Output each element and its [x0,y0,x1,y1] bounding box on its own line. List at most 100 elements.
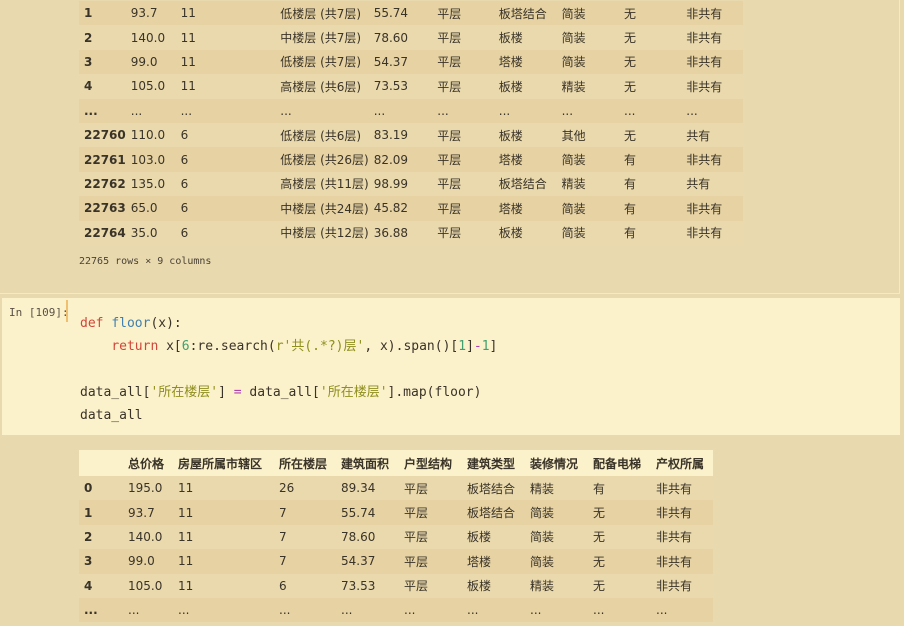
table-cell: ... [279,603,291,618]
row-index: 22762 [84,176,126,191]
table-cell: 无 [624,6,637,21]
table-cell: 板楼 [498,226,523,241]
table-cell: 塔楼 [498,55,523,70]
table-row: 22760 110.0 6 低楼层 (共6层) 83.19 平层 板楼 其他 无 共有 [79,122,743,148]
table-cell: 78.60 [373,30,409,45]
table-cell: 6 [180,176,189,191]
table-cell: 54.37 [373,54,409,69]
table-cell: 板楼 [498,128,523,143]
table-cell: 平层 [404,554,429,569]
row-index: 22761 [84,152,126,167]
table-cell: 11 [180,30,196,45]
table-row: .............................. [79,98,743,123]
table-cell: 共有 [686,128,711,143]
row-index: 3 [84,54,93,69]
table-header-row: 总价格 房屋所属市辖区 所在楼层 建筑面积 户型结构 建筑类型 装修情况 配备电梯 产权所属 [79,450,713,476]
table-cell: 共有 [686,177,711,192]
code-editor[interactable]: def floor(x): return x[6:re.search(r'共(.… [80,312,497,427]
table-cell: 低楼层 (共26层) [280,153,369,168]
row-index: ... [84,103,98,118]
table-cell: 103.0 [130,152,166,167]
table-cell: 简装 [561,153,586,168]
table-cell: ... [373,103,386,118]
table-cell: 140.0 [128,529,163,544]
column-header: 总价格 [123,450,173,476]
table-row: 22763 65.0 6 中楼层 (共24层) 45.82 平层 塔楼 简装 有 非共有 [79,196,743,221]
column-header: 房屋所属市辖区 [173,450,274,476]
table-cell: 11 [178,578,194,593]
row-index: 2 [84,529,93,544]
table-row: 1 93.7 11 低楼层 (共7层) 55.74 平层 板塔结合 简装 无 非共有 [79,1,743,26]
table-cell: 非共有 [686,226,723,241]
table-cell: 精装 [530,579,555,594]
table-row: 1 93.7 11 7 55.74 平层 板塔结合 简装 无 非共有 [79,500,713,525]
column-header: 建筑面积 [336,450,399,476]
table-cell: 简装 [561,201,586,216]
table-cell: 54.37 [341,554,376,569]
table-cell: 7 [279,529,287,544]
code-input-cell[interactable] [2,298,900,435]
row-index: 22760 [84,128,126,143]
column-header: 所在楼层 [274,450,336,476]
table-row: 22764 35.0 6 中楼层 (共12层) 36.88 平层 板楼 简装 有 非共有 [79,220,743,245]
table-cell: 83.19 [373,128,409,143]
table-row: 2 140.0 11 7 78.60 平层 板楼 简装 无 非共有 [79,524,713,550]
table-cell: 有 [624,226,637,241]
table-row: 3 99.0 11 低楼层 (共7层) 54.37 平层 塔楼 简装 无 非共有 [79,49,743,75]
table-cell: 无 [593,554,606,569]
code-line-5: data_all [80,408,143,423]
table-cell: 非共有 [656,506,693,521]
table-cell: 平层 [404,579,429,594]
table-cell: ... [656,603,668,618]
output-cell-previous: 1 93.7 11 低楼层 (共7层) 55.74 平层 板塔结合 简装无非共有 2 140.0 1… [0,0,900,294]
table-cell: 6 [180,152,189,167]
table-row: 4 105.0 11 高楼层 (共6层) 73.53 平层 板楼 精装 无 非共有 [79,74,743,99]
table-cell: 板楼 [498,79,523,94]
table-cell: 平层 [437,6,462,21]
table-cell: 非共有 [656,554,693,569]
table-cell: 11 [178,529,194,544]
table-cell: 低楼层 (共6层) [280,128,362,143]
table-cell: ... [437,103,449,118]
table-cell: 精装 [530,481,555,496]
table-cell: ... [467,603,479,618]
table-cell: 非共有 [656,530,693,545]
input-prompt: In [109]: [9,306,69,319]
table-cell: 简装 [530,506,555,521]
table-cell: 非共有 [686,55,723,70]
table-cell: ... [686,103,698,118]
table-cell: 82.09 [373,152,409,167]
table-cell: 93.7 [128,505,155,520]
table-cell: 平层 [437,31,462,46]
table-cell: 中楼层 (共12层) [280,226,369,241]
table-cell: ... [178,603,190,618]
table-cell: 精装 [561,177,586,192]
table-cell: 无 [624,79,637,94]
table-cell: 精装 [561,79,586,94]
table-cell: 11 [180,79,196,94]
table-cell: ... [624,103,636,118]
table-cell: 无 [593,579,606,594]
table-cell: 26 [279,481,295,496]
table-cell: 平层 [404,506,429,521]
table-cell: 塔楼 [498,201,523,216]
row-index: 3 [84,554,93,569]
table-cell: 11 [178,481,194,496]
table-cell: 高楼层 (共11层) [280,177,369,192]
table-cell: 低楼层 (共7层) [280,6,362,21]
table-cell: 平层 [437,177,462,192]
table-cell: 有 [624,153,637,168]
table-row: 2 140.0 11 中楼层 (共7层) 78.60 平层 板楼 简装 无 非共有 [79,25,743,50]
table-cell: 板楼 [498,31,523,46]
table-cell: 11 [178,554,194,569]
table-cell: ... [128,603,140,618]
code-line-2: return x[6:re.search(r'共(.*?)层', x).span… [111,339,498,354]
table-cell: ... [404,603,416,618]
table-cell: ... [130,103,143,118]
dataframe-table-previous: 1 93.7 11 低楼层 (共7层) 55.74 平层 板塔结合 简装无非共有 2 140.0 1… [79,1,743,245]
table-row: 22762 135.0 6 高楼层 (共11层) 98.99 平层 板塔结合 精装 有 共有 [79,171,743,197]
table-cell: 110.0 [130,128,166,143]
table-cell: 非共有 [686,201,723,216]
table-cell: 65.0 [130,201,158,216]
table-cell: ... [530,603,542,618]
